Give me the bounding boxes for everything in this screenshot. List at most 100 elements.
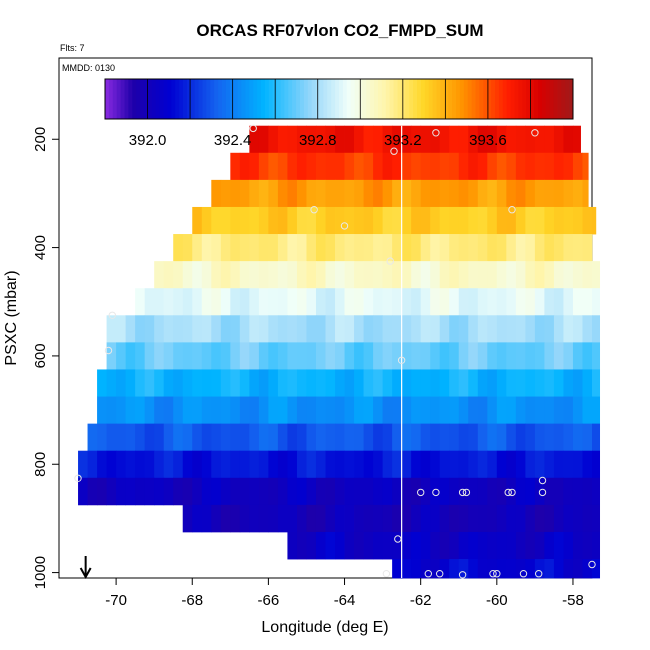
- heatmap-cell: [344, 396, 355, 425]
- heatmap-cell: [220, 423, 231, 452]
- heatmap-cell: [249, 206, 260, 235]
- heatmap-cell: [344, 234, 355, 262]
- colorbar-segment: [229, 79, 235, 119]
- heatmap-cell: [401, 315, 412, 343]
- heatmap-cell: [354, 288, 364, 316]
- heatmap-cell: [344, 206, 355, 235]
- observation-points: [74, 124, 596, 579]
- heatmap-cell: [230, 315, 241, 343]
- heatmap-cell: [287, 342, 298, 370]
- heatmap-cell: [496, 261, 507, 289]
- heatmap-cell: [335, 369, 345, 397]
- down-arrow-icon: [79, 556, 92, 580]
- heatmap-cell: [534, 315, 545, 343]
- heatmap-cell: [335, 234, 345, 262]
- heatmap-cell: [277, 396, 288, 425]
- heatmap-cell: [287, 179, 298, 208]
- heatmap-cell: [506, 206, 517, 235]
- colorbar-segment: [210, 79, 215, 119]
- heatmap-cell: [277, 423, 288, 452]
- heatmap-cell: [411, 179, 422, 208]
- heatmap-cell: [144, 477, 155, 506]
- heatmap-cell: [306, 152, 317, 181]
- heatmap-cell: [287, 206, 298, 235]
- heatmap-cell: [525, 234, 536, 262]
- heatmap-cell: [287, 477, 298, 506]
- heatmap-cell: [249, 288, 260, 316]
- heatmap-cell: [154, 450, 165, 479]
- heatmap-cell: [592, 450, 601, 479]
- colorbar-segment: [112, 79, 118, 119]
- data-point: [108, 311, 117, 319]
- heatmap-cell: [439, 179, 450, 208]
- heatmap-cell: [458, 559, 469, 579]
- heatmap-cell: [363, 504, 374, 533]
- heatmap-cell: [373, 152, 384, 181]
- heatmap-cell: [144, 342, 155, 370]
- data-point: [489, 570, 497, 578]
- heatmap-cell: [392, 234, 403, 262]
- heatmap-cell: [582, 423, 593, 452]
- heatmap-cell: [477, 152, 488, 181]
- heatmap-cell: [335, 396, 345, 425]
- colorbar-segment: [432, 79, 437, 119]
- heatmap-cell: [392, 179, 403, 208]
- heatmap-cell: [287, 531, 298, 560]
- heatmap-cell: [506, 504, 517, 533]
- heatmap-cell: [392, 342, 403, 370]
- x-tick-label: -62: [410, 592, 432, 609]
- heatmap-cell: [563, 559, 574, 579]
- heatmap-cell: [392, 477, 403, 506]
- heatmap-cell: [487, 531, 498, 560]
- heatmap-cell: [287, 234, 298, 262]
- y-tick-label: 800: [32, 452, 49, 477]
- heatmap-cell: [306, 342, 317, 370]
- heatmap-cell: [411, 477, 422, 506]
- colorbar-segment: [565, 79, 570, 119]
- x-axis: -70 -68 -66 -64 -62 -60 -58: [105, 578, 584, 609]
- heatmap-cell: [420, 450, 431, 479]
- heatmap-cell: [458, 450, 469, 479]
- heatmap-cell: [392, 396, 403, 425]
- data-point: [74, 474, 82, 482]
- heatmap-cell: [249, 369, 260, 397]
- heatmap-cell: [401, 531, 412, 560]
- heatmap-cell: [325, 450, 336, 479]
- heatmap-cell: [458, 342, 469, 370]
- heatmap-cell: [192, 342, 203, 370]
- colorbar-segment: [116, 79, 122, 119]
- heatmap-cell: [268, 504, 279, 533]
- heatmap-cell: [363, 179, 374, 208]
- heatmap-cell: [496, 125, 507, 154]
- heatmap-cell: [572, 504, 583, 533]
- heatmap-cell: [572, 396, 583, 425]
- data-point: [462, 488, 471, 497]
- heatmap-cell: [534, 152, 545, 181]
- heatmap-cell: [373, 477, 384, 506]
- colorbar-segment: [225, 79, 231, 119]
- heatmap-cell: [163, 396, 174, 425]
- heatmap-cell: [344, 179, 355, 208]
- data-point: [310, 206, 318, 214]
- heatmap-cell: [201, 342, 212, 370]
- heatmap-cell: [249, 179, 260, 208]
- heatmap-cell: [239, 315, 250, 343]
- heatmap-cell: [258, 288, 269, 316]
- heatmap-cell: [525, 531, 536, 560]
- heatmap-cell: [220, 315, 231, 343]
- heatmap-cell: [354, 125, 364, 154]
- heatmap-cell: [315, 450, 326, 479]
- heatmap-cell: [173, 234, 184, 262]
- colorbar-segment: [409, 79, 414, 119]
- colorbar-segment: [514, 79, 519, 119]
- heatmap-cell: [344, 152, 355, 181]
- heatmap-cell: [572, 179, 583, 208]
- heatmap-cell: [230, 423, 241, 452]
- heatmap-cell: [354, 423, 364, 452]
- heatmap-cell: [534, 450, 545, 479]
- heatmap-cell: [325, 342, 336, 370]
- colorbar-segment: [284, 79, 289, 119]
- colorbar-segment: [218, 79, 223, 119]
- heatmap-cell: [182, 261, 193, 289]
- heatmap-cell: [373, 369, 384, 397]
